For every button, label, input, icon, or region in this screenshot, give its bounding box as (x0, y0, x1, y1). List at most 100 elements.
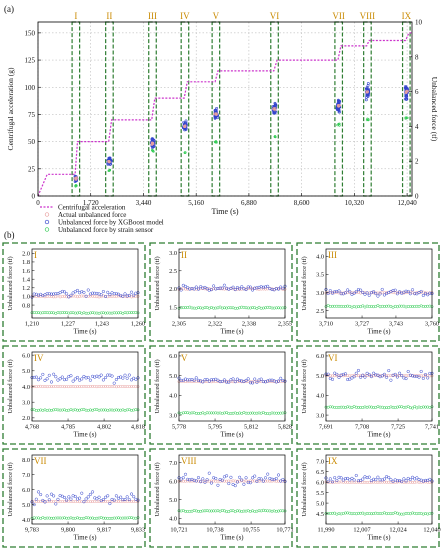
b-xtick-label: 3,743 (389, 321, 403, 328)
a-actual-point (107, 160, 111, 164)
b-xtick-label: 1,227 (61, 321, 75, 328)
b-xgb-point (62, 495, 66, 500)
b-xgb-point (244, 476, 248, 480)
b-xgb-point (333, 476, 337, 480)
b-xtick-label: 7,741 (425, 424, 439, 431)
b-xtick-label: 12,040 (423, 527, 440, 534)
b-xgb-point (231, 285, 235, 289)
b-xtick-label: 3,760 (425, 321, 439, 328)
b-xgb-point (378, 478, 382, 482)
b-xgb-point (423, 373, 428, 377)
b-xgb-point (330, 480, 335, 484)
b-xtick-label: 2,355 (278, 321, 292, 328)
b-xgb-point (235, 377, 239, 381)
b-xgb-point (266, 284, 270, 288)
a-y2tick-label: 10 (415, 19, 423, 27)
b-xgb-point (34, 375, 38, 379)
b-xgb-point (385, 375, 389, 379)
b-panel-label: II (181, 250, 187, 260)
b-xgb-point (231, 377, 235, 381)
a-actual-point (150, 141, 154, 145)
b-xgb-point (222, 283, 226, 287)
b-ylabel: Unbalanced force (tf) (7, 359, 14, 413)
b-xgb-point (238, 287, 242, 291)
b-xgb-point (39, 493, 43, 497)
b-ylabel: Unbalanced force (tf) (154, 256, 161, 310)
a-y2label: Unbalanced force (tf) (430, 77, 439, 142)
b-ytick-label: 2.5 (316, 308, 324, 315)
a-ytick-label: 25 (28, 165, 36, 173)
b-xgb-point (106, 290, 110, 294)
b-xgb-point (352, 291, 356, 295)
b-xgb-point (65, 292, 69, 296)
b-xlabel: Time (s) (74, 329, 97, 336)
a-stage-box (148, 21, 157, 197)
b-xgb-point (101, 378, 105, 382)
b-xgb-point (335, 372, 339, 376)
b-xgb-point (127, 373, 131, 377)
b-xgb-point (186, 477, 190, 481)
b-xgb-point (196, 476, 201, 480)
b-xtick-label: 5,812 (244, 424, 258, 431)
a-actual-point (151, 141, 154, 145)
b-xgb-point (248, 481, 252, 485)
b-xgb-point (279, 376, 283, 380)
b-xgb-point (58, 377, 62, 381)
b-ytick-label: 6.0 (316, 479, 324, 486)
b-xgb-point (93, 291, 97, 295)
b-ytick-label: 4.0 (169, 393, 177, 400)
b-xgb-point (387, 369, 391, 373)
b-xgb-point (365, 291, 369, 295)
b-xgb-point (369, 479, 373, 483)
a-xgb-point (215, 107, 219, 110)
b-xgb-point (47, 373, 51, 377)
b-xgb-point (212, 284, 216, 288)
b-xgb-point (52, 292, 56, 296)
b-xgb-point (214, 476, 218, 480)
b-xgb-point (244, 288, 248, 292)
b-ytick-label: 5.5 (316, 490, 324, 497)
b-xgb-point (190, 378, 194, 382)
b-xtick-label: 10,755 (242, 527, 259, 534)
b-xgb-point (272, 288, 276, 292)
b-axes-frame (325, 248, 433, 319)
b-xgb-point (248, 381, 252, 385)
b-xgb-point (205, 478, 209, 482)
b-xgb-point (104, 495, 108, 499)
b-xgb-point (73, 494, 77, 499)
b-xgb-point (216, 483, 220, 487)
b-xgb-point (356, 287, 360, 292)
b-xgb-point (125, 376, 129, 380)
b-xgb-point (41, 498, 45, 503)
b-ytick-label: 1.6 (22, 268, 30, 275)
b-panel-label: VIII (181, 456, 197, 466)
a-xgb-point (273, 111, 276, 115)
b-xgb-point (279, 479, 283, 483)
b-xgb-point (251, 476, 255, 480)
b-xgb-point (227, 380, 231, 384)
b-xlabel: Time (s) (221, 432, 244, 439)
b-xgb-point (194, 479, 198, 483)
b-xgb-point (346, 288, 350, 292)
a-xgb-point (337, 108, 341, 112)
a-actual-point (338, 104, 341, 108)
b-xgb-point (179, 288, 183, 292)
a-xlabel: Time (s) (211, 207, 238, 216)
b-panel-label: IV (34, 353, 44, 363)
a-stage-label: II (106, 11, 112, 21)
b-strain-point (411, 406, 414, 410)
b-xgb-point (281, 477, 285, 482)
b-xgb-point (410, 374, 415, 378)
b-strain-point (255, 307, 259, 310)
b-xgb-point (333, 290, 337, 294)
b-xgb-point (218, 286, 222, 290)
b-ytick-label: 1.8 (22, 259, 30, 266)
b-ylabel: Unbalanced force (tf) (7, 256, 14, 310)
b-xtick-label: 10,771 (276, 527, 293, 534)
b-xgb-point (421, 293, 425, 298)
a-stage-box (363, 21, 372, 197)
b-xgb-point (330, 377, 335, 381)
b-xtick-label: 7,691 (319, 424, 333, 431)
legend-xgb-mark (44, 219, 50, 225)
b-xgb-point (240, 478, 244, 482)
